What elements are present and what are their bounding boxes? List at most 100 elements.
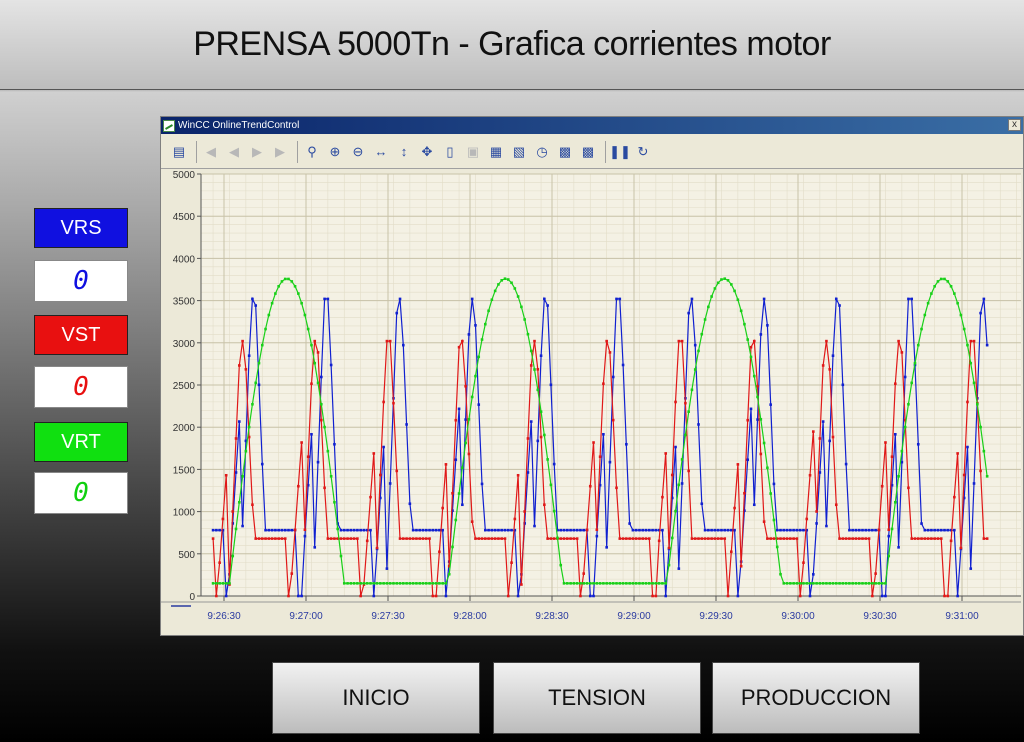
series-point-2 xyxy=(785,537,789,540)
series-point-1 xyxy=(405,423,408,426)
series-point-2 xyxy=(549,537,553,540)
series-point-2 xyxy=(251,503,254,507)
series-point-3 xyxy=(946,280,950,283)
zoom-area-icon[interactable]: ⚲ xyxy=(307,143,317,159)
x-tick-label: 9:29:30 xyxy=(699,611,733,622)
next-trend-icon[interactable]: ▩ xyxy=(581,143,595,159)
zoom-value-axis-icon[interactable]: ↕ xyxy=(400,144,408,159)
last-record-icon[interactable]: ▶ xyxy=(275,143,285,159)
series-point-2 xyxy=(861,537,864,540)
series-point-2 xyxy=(664,452,668,455)
x-tick-label: 9:31:00 xyxy=(945,611,979,622)
series-point-3 xyxy=(844,582,848,585)
series-point-2 xyxy=(884,441,887,444)
trend-app-icon xyxy=(163,119,175,132)
x-tick-label: 9:27:00 xyxy=(289,611,323,622)
time-range-icon[interactable]: ◷ xyxy=(536,143,548,159)
series-point-1 xyxy=(608,460,612,464)
series-point-2 xyxy=(267,537,271,540)
series-point-2 xyxy=(864,537,868,540)
series-point-2 xyxy=(654,594,658,598)
series-point-2 xyxy=(775,537,779,540)
series-point-3 xyxy=(402,582,405,585)
export-icon[interactable]: ▣ xyxy=(466,143,480,159)
series-point-3 xyxy=(972,381,976,385)
series-point-3 xyxy=(310,343,313,347)
series-point-3 xyxy=(838,582,841,585)
series-point-1 xyxy=(674,445,677,449)
series-point-2 xyxy=(720,537,723,540)
y-tick-label: 3000 xyxy=(173,339,196,350)
series-point-3 xyxy=(484,322,487,326)
series-point-1 xyxy=(890,483,894,487)
axes-icon[interactable]: ▧ xyxy=(512,143,526,159)
properties-icon[interactable]: ▤ xyxy=(172,143,186,159)
series-point-2 xyxy=(323,486,326,490)
inicio-button[interactable]: INICIO xyxy=(272,662,480,734)
series-point-3 xyxy=(431,582,435,585)
zoom-out-icon[interactable]: ⊖ xyxy=(352,143,364,159)
series-point-2 xyxy=(644,537,648,540)
close-button[interactable]: x xyxy=(1008,119,1021,131)
move-area-icon[interactable]: ✥ xyxy=(421,143,433,159)
zoom-in-icon[interactable]: ⊕ xyxy=(329,143,341,159)
series-point-3 xyxy=(369,582,372,585)
series-point-2 xyxy=(477,537,481,540)
produccion-button[interactable]: PRODUCCION xyxy=(712,662,920,734)
zoom-time-axis-icon[interactable]: ↔ xyxy=(374,144,388,159)
series-point-3 xyxy=(667,563,671,567)
series-point-3 xyxy=(644,582,648,585)
previous-record-icon[interactable]: ◀ xyxy=(229,143,239,159)
series-point-3 xyxy=(887,554,891,558)
series-point-3 xyxy=(241,474,244,478)
series-point-3 xyxy=(772,518,776,522)
series-point-2 xyxy=(874,572,877,575)
start-stop-icon[interactable]: ❚❚ xyxy=(609,143,631,159)
series-point-3 xyxy=(861,582,864,585)
series-point-3 xyxy=(320,402,323,406)
series-point-1 xyxy=(848,528,851,532)
series-point-1 xyxy=(946,528,950,532)
select-data-icon[interactable]: ▦ xyxy=(489,143,503,159)
series-point-1 xyxy=(825,524,828,528)
series-point-1 xyxy=(290,528,294,532)
ruler-icon[interactable]: ▯ xyxy=(446,143,454,159)
previous-trend-icon[interactable]: ▩ xyxy=(558,143,572,159)
series-point-2 xyxy=(598,455,602,459)
series-point-2 xyxy=(231,510,235,513)
series-point-2 xyxy=(566,537,569,540)
series-point-3 xyxy=(398,582,402,585)
series-point-2 xyxy=(385,339,389,343)
series-point-2 xyxy=(684,401,687,405)
first-record-icon[interactable]: ◀ xyxy=(206,143,216,159)
series-point-2 xyxy=(303,528,307,532)
vst-label: VST xyxy=(34,315,128,355)
series-point-2 xyxy=(441,506,444,510)
series-point-3 xyxy=(920,327,923,331)
series-point-2 xyxy=(470,520,474,523)
series-point-1 xyxy=(533,524,536,528)
series-point-2 xyxy=(602,382,605,386)
vrt-label: VRT xyxy=(34,422,128,462)
series-point-1 xyxy=(385,567,389,570)
series-point-3 xyxy=(654,582,658,585)
series-point-1 xyxy=(320,375,323,379)
series-point-3 xyxy=(264,327,267,331)
series-point-3 xyxy=(546,458,549,461)
series-point-3 xyxy=(687,410,690,414)
original-view-icon[interactable]: ↻ xyxy=(637,143,649,159)
series-point-1 xyxy=(444,594,448,598)
series-point-1 xyxy=(238,420,241,423)
series-point-3 xyxy=(749,355,753,359)
series-point-3 xyxy=(848,582,851,585)
tension-button[interactable]: TENSION xyxy=(493,662,701,734)
series-point-1 xyxy=(536,439,540,443)
series-point-3 xyxy=(339,554,343,558)
next-record-icon[interactable]: ▶ xyxy=(252,143,262,159)
series-point-1 xyxy=(779,528,782,532)
series-point-2 xyxy=(697,537,700,540)
vrs-label: VRS xyxy=(34,208,128,248)
series-point-2 xyxy=(825,339,828,343)
series-point-2 xyxy=(795,537,799,540)
series-point-3 xyxy=(821,582,825,585)
